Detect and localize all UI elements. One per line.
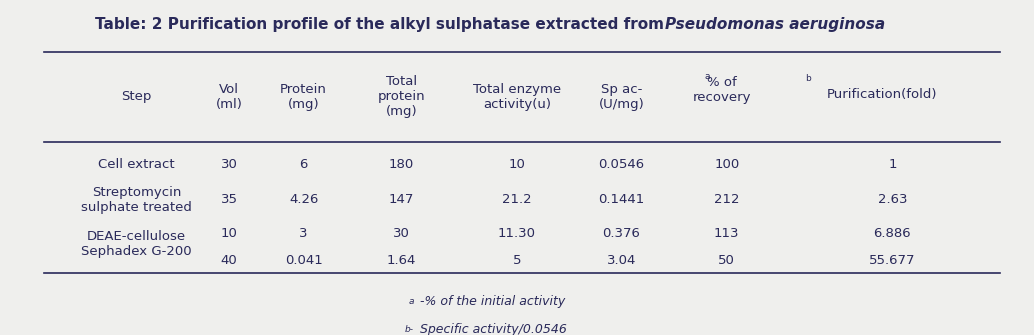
- Text: a: a: [408, 297, 415, 306]
- Text: b-: b-: [405, 325, 415, 334]
- Text: Sp ac-
(U/mg): Sp ac- (U/mg): [599, 83, 644, 111]
- Text: 5: 5: [513, 255, 521, 267]
- Text: 40: 40: [220, 255, 238, 267]
- Text: 180: 180: [389, 158, 414, 171]
- Text: 1.64: 1.64: [387, 255, 416, 267]
- Text: 11.30: 11.30: [498, 226, 536, 240]
- Text: 10: 10: [509, 158, 525, 171]
- Text: 3: 3: [300, 226, 308, 240]
- Text: 2.63: 2.63: [878, 193, 907, 206]
- Text: 0.041: 0.041: [284, 255, 323, 267]
- Text: 3.04: 3.04: [607, 255, 636, 267]
- Text: -% of the initial activity: -% of the initial activity: [417, 295, 566, 308]
- Text: 10: 10: [220, 226, 238, 240]
- Text: Vol
(ml): Vol (ml): [216, 83, 243, 111]
- Text: 1: 1: [888, 158, 896, 171]
- Text: DEAE-cellulose
Sephadex G-200: DEAE-cellulose Sephadex G-200: [81, 230, 191, 258]
- Text: Specific activity/0.0546: Specific activity/0.0546: [417, 323, 567, 335]
- Text: Total enzyme
activity(u): Total enzyme activity(u): [473, 83, 561, 111]
- Text: 55.677: 55.677: [870, 255, 916, 267]
- Text: 30: 30: [220, 158, 238, 171]
- Text: 0.376: 0.376: [603, 226, 640, 240]
- Text: Protein
(mg): Protein (mg): [280, 83, 327, 111]
- Text: 212: 212: [714, 193, 739, 206]
- Text: 35: 35: [220, 193, 238, 206]
- Text: Total
protein
(mg): Total protein (mg): [377, 75, 425, 119]
- Text: Table: 2 Purification profile of the alkyl sulphatase extracted from: Table: 2 Purification profile of the alk…: [95, 17, 670, 32]
- Text: 6.886: 6.886: [874, 226, 911, 240]
- Text: b: b: [804, 74, 811, 83]
- Text: Pseudomonas aeruginosa: Pseudomonas aeruginosa: [665, 17, 885, 32]
- Text: 4.26: 4.26: [288, 193, 318, 206]
- Text: 147: 147: [389, 193, 414, 206]
- Text: Step: Step: [121, 90, 152, 104]
- Text: Purification(fold): Purification(fold): [827, 88, 938, 101]
- Text: 113: 113: [714, 226, 739, 240]
- Text: % of
recovery: % of recovery: [693, 76, 751, 104]
- Text: a: a: [704, 72, 709, 80]
- Text: Cell extract: Cell extract: [98, 158, 175, 171]
- Text: 21.2: 21.2: [503, 193, 531, 206]
- Text: 50: 50: [719, 255, 735, 267]
- Text: 30: 30: [393, 226, 409, 240]
- Text: 0.0546: 0.0546: [599, 158, 644, 171]
- Text: 0.1441: 0.1441: [599, 193, 644, 206]
- Text: 100: 100: [714, 158, 739, 171]
- Text: Streptomycin
sulphate treated: Streptomycin sulphate treated: [81, 186, 192, 213]
- Text: 6: 6: [300, 158, 308, 171]
